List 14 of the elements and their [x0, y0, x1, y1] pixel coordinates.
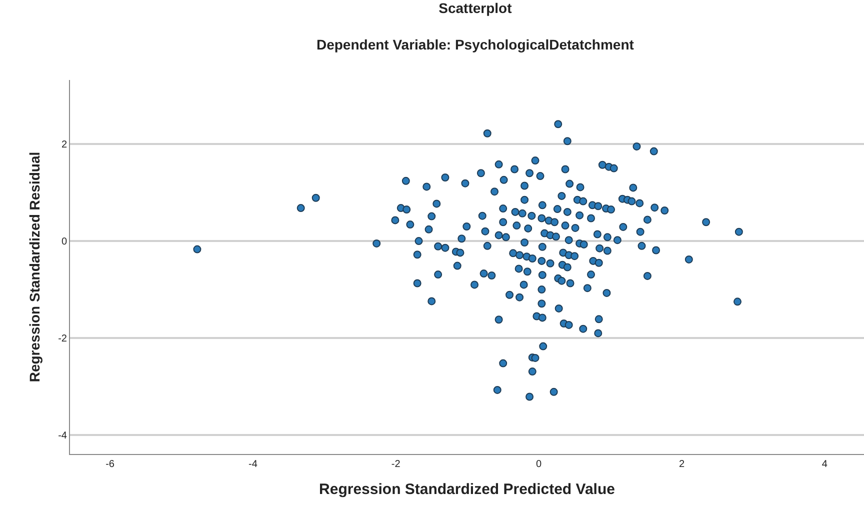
y-tick-label: 2 [61, 140, 68, 151]
x-tick-label: -4 [248, 459, 258, 470]
chart-subtitle: Dependent Variable: PsychologicalDetatchment [316, 36, 634, 52]
y-axis-title: Regression Standardized Residual [26, 152, 43, 382]
x-axis-title: Regression Standardized Predicted Value [319, 481, 615, 498]
y-tick-label: -4 [58, 430, 68, 442]
x-tick-label: 4 [822, 459, 828, 470]
y-tick-label: -2 [58, 334, 68, 345]
x-tick-label: -2 [391, 459, 401, 470]
x-tick-label: 2 [678, 459, 685, 470]
y-tick-label: 0 [61, 236, 68, 248]
x-tick-label: -6 [106, 459, 115, 470]
chart-title: Scatterplot [438, 0, 512, 16]
x-tick-label: 0 [536, 459, 542, 470]
